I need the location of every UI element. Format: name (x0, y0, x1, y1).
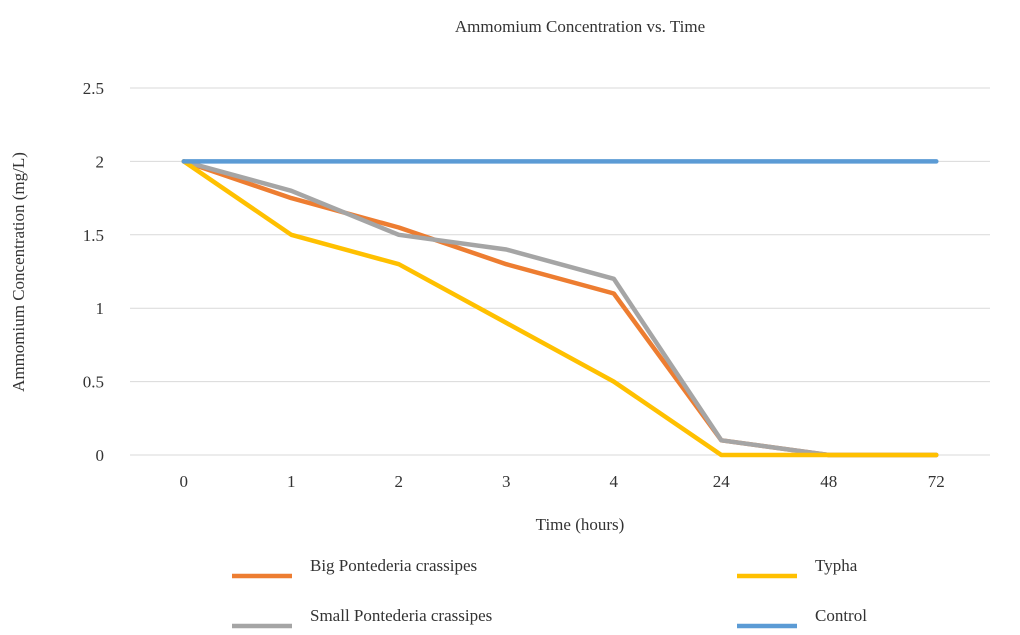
x-tick-label: 2 (395, 472, 404, 491)
series-lines (181, 159, 939, 458)
y-axis-label: Ammomium Concentration (mg/L) (9, 152, 28, 392)
legend-label: Small Pontederia crassipes (310, 606, 492, 625)
y-tick-label: 1.5 (83, 226, 104, 245)
x-tick-label: 1 (287, 472, 296, 491)
legend: Big Pontederia crassipes Small Pontederia… (232, 556, 867, 629)
x-tick-label: 3 (502, 472, 511, 491)
x-tick-label: 48 (820, 472, 837, 491)
x-tick-label: 4 (610, 472, 619, 491)
series-line-3 (181, 159, 939, 458)
x-tick-label: 72 (928, 472, 945, 491)
legend-label: Big Pontederia crassipes (310, 556, 477, 575)
y-tick-label: 2 (96, 152, 105, 171)
legend-label: Control (815, 606, 867, 625)
y-tick-labels: 0 0.5 1 1.5 2 2.5 (83, 79, 104, 465)
series-line-2 (181, 159, 939, 458)
x-axis-label: Time (hours) (536, 515, 625, 534)
gridlines (130, 87, 990, 456)
y-tick-label: 1 (96, 299, 105, 318)
chart-title: Ammomium Concentration vs. Time (455, 17, 705, 36)
x-tick-labels: 0 1 2 3 4 24 48 72 (180, 472, 945, 491)
x-tick-label: 24 (713, 472, 731, 491)
y-tick-label: 0 (96, 446, 105, 465)
x-tick-label: 0 (180, 472, 189, 491)
legend-label: Typha (815, 556, 858, 575)
y-tick-label: 0.5 (83, 373, 104, 392)
y-tick-label: 2.5 (83, 79, 104, 98)
